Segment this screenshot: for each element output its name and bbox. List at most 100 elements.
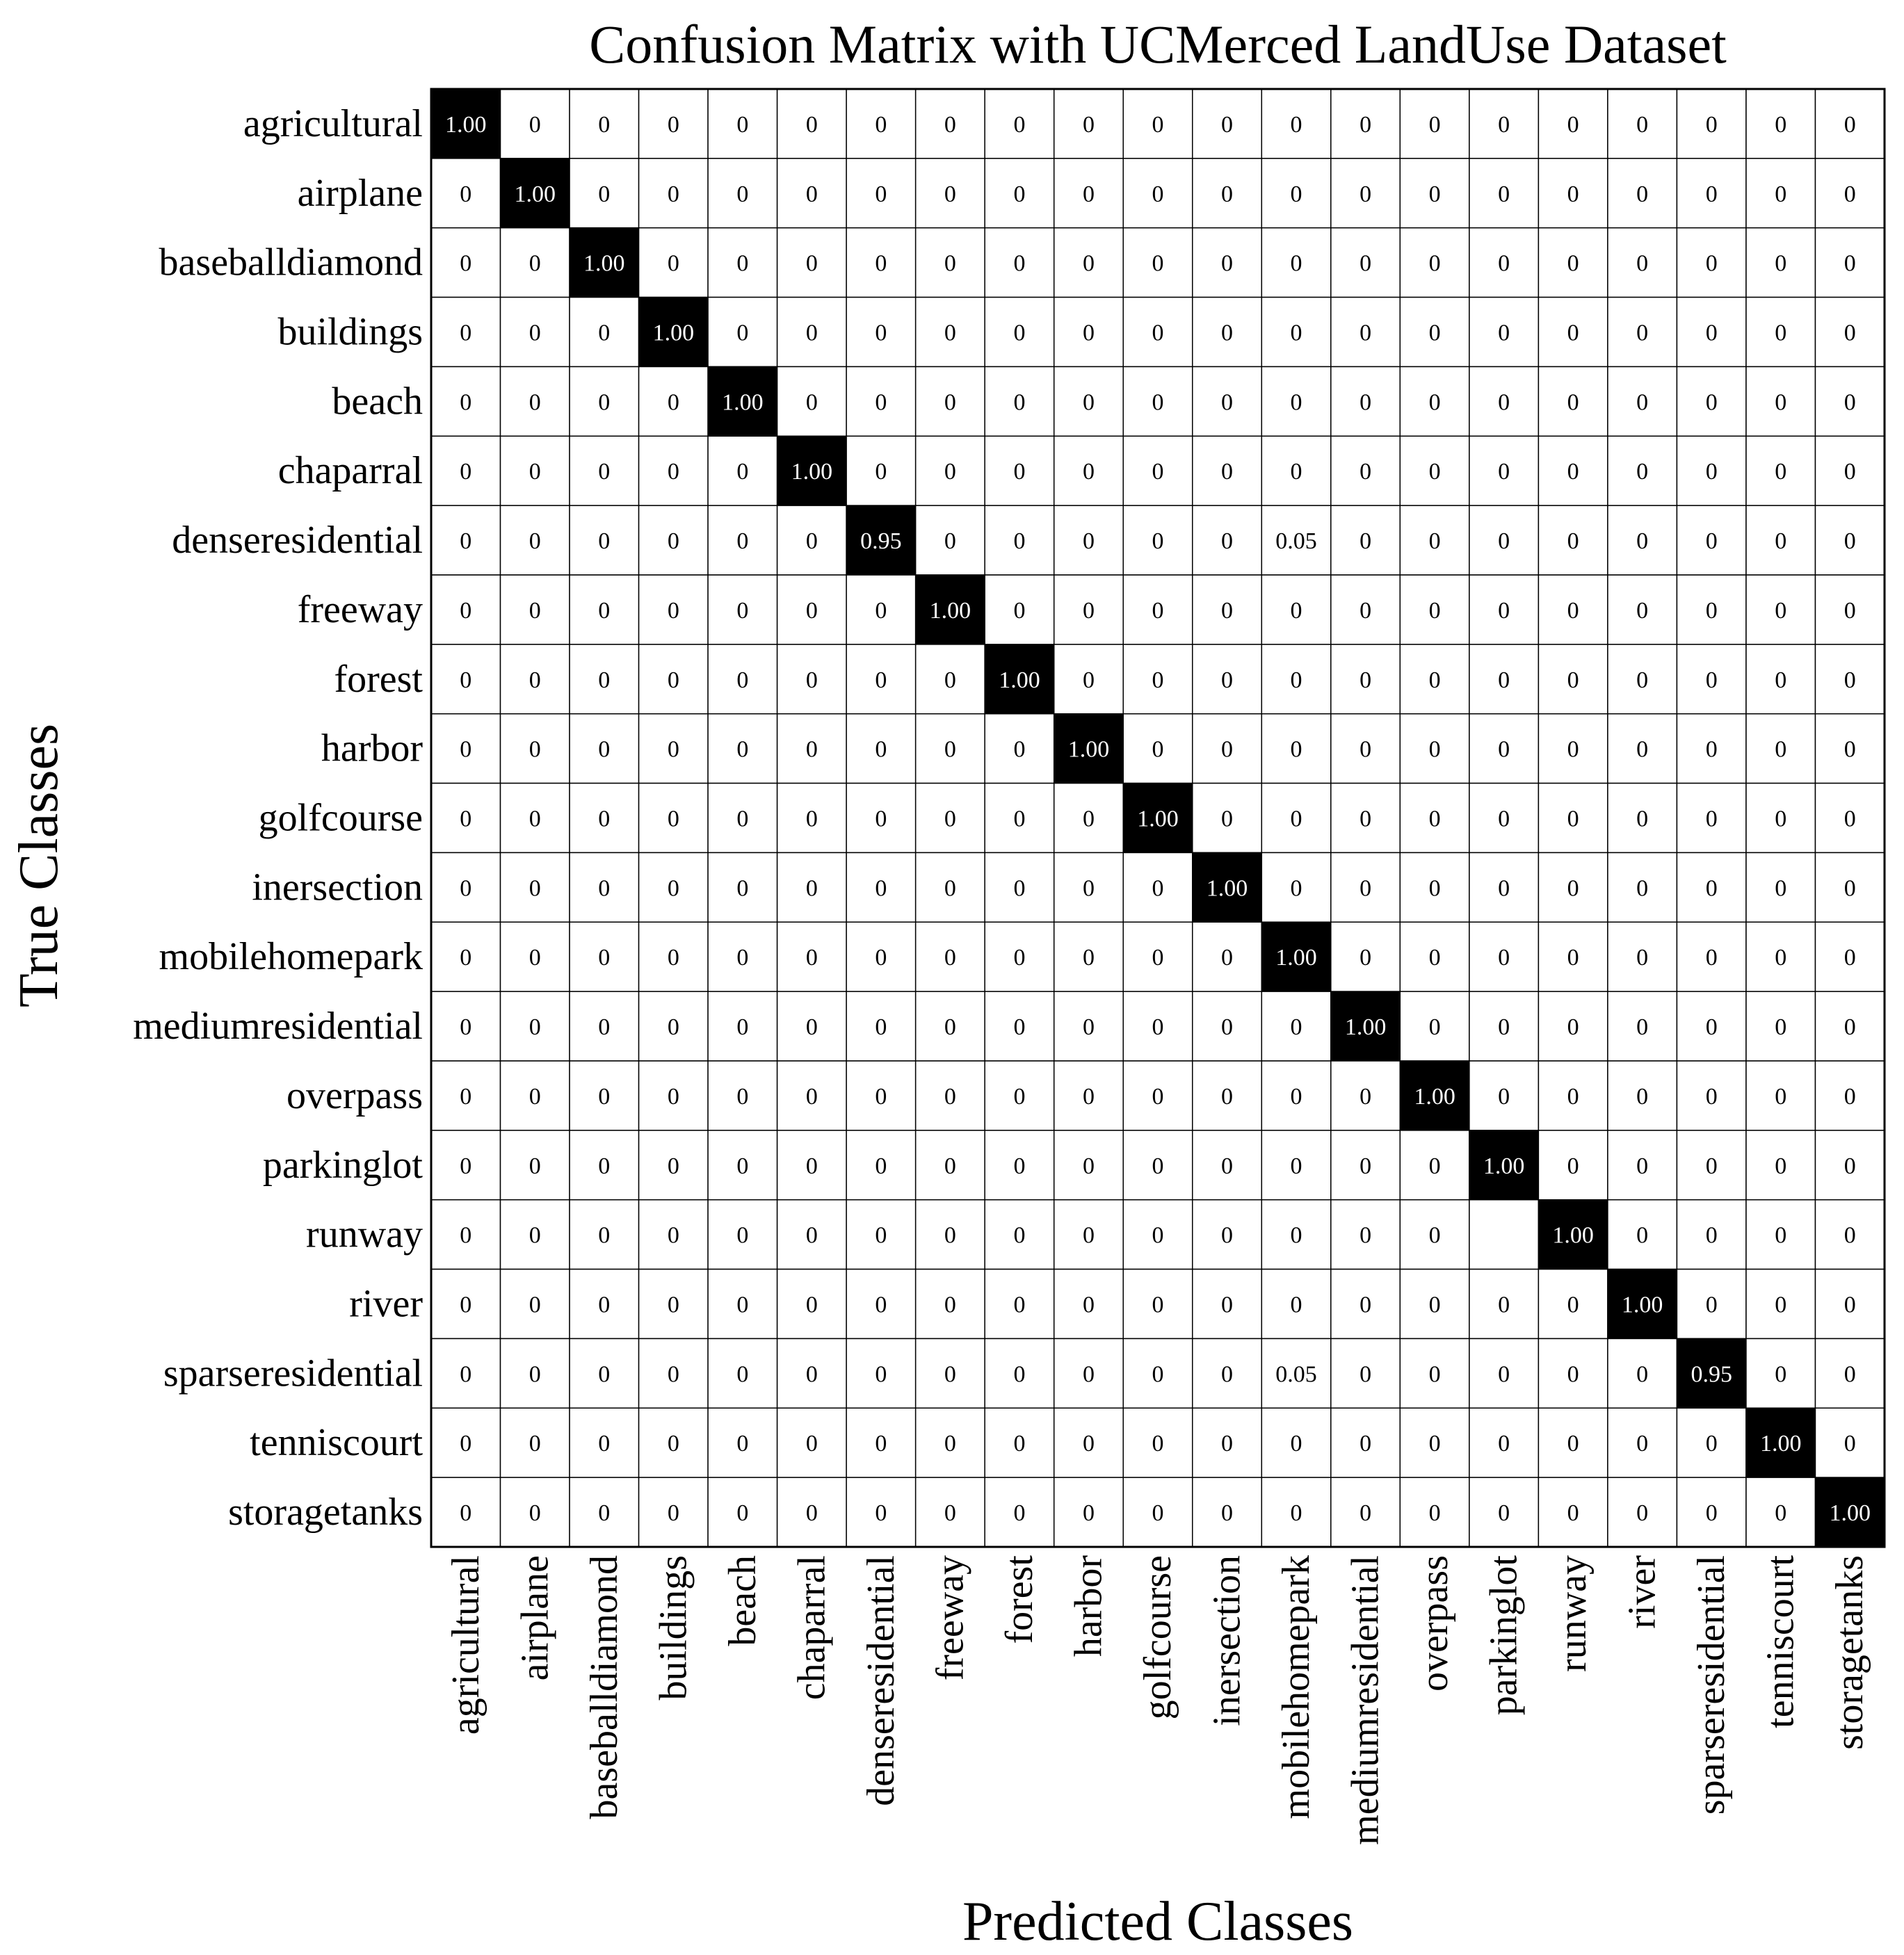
matrix-cell <box>1330 296 1401 368</box>
cell-value: 0 <box>598 875 610 901</box>
matrix-cell <box>846 158 917 229</box>
cell-value: 0 <box>668 1014 679 1040</box>
matrix-cell <box>776 1060 847 1131</box>
matrix-cell <box>1469 1477 1540 1548</box>
matrix-cell <box>776 1477 847 1548</box>
matrix-cell <box>1261 366 1332 437</box>
matrix-cell <box>846 435 917 506</box>
matrix-cell <box>1676 574 1747 645</box>
cell-value: 0 <box>1706 112 1718 138</box>
cell-value: 0 <box>736 251 748 277</box>
cell-value: 0 <box>1429 459 1441 485</box>
cell-value: 0 <box>529 806 541 832</box>
matrix-cell <box>1814 435 1885 506</box>
matrix-cell <box>914 1407 985 1478</box>
cell-value: 0 <box>1152 1153 1164 1179</box>
matrix-cell <box>1469 1338 1540 1409</box>
matrix-cell <box>1607 991 1678 1062</box>
cell-value: 0 <box>1636 945 1648 971</box>
matrix-cell <box>638 1268 709 1340</box>
cell-value: 0 <box>1152 667 1164 693</box>
cell-value: 0 <box>1360 875 1371 901</box>
matrix-cell <box>1330 366 1401 437</box>
cell-value: 0 <box>668 181 679 207</box>
cell-value: 0 <box>460 1014 471 1040</box>
matrix-cell <box>914 782 985 854</box>
cell-value: 0 <box>668 1292 679 1318</box>
cell-value: 0 <box>1775 459 1786 485</box>
cell-value: 0 <box>1083 1431 1095 1457</box>
column-label: mobilehomepark <box>1275 1555 1318 1819</box>
cell-value: 0 <box>1152 112 1164 138</box>
cell-value: 0 <box>944 737 956 763</box>
cell-value: 0 <box>1083 945 1095 971</box>
matrix-cell <box>1192 1477 1263 1548</box>
cell-value: 0 <box>668 389 679 415</box>
matrix-cell <box>1814 1338 1885 1409</box>
matrix-cell <box>569 1407 640 1478</box>
matrix-cell <box>1538 1407 1608 1478</box>
cell-value: 0 <box>1429 1014 1441 1040</box>
cell-value: 0 <box>668 459 679 485</box>
cell-value: 0 <box>875 1223 887 1249</box>
cell-value: 0 <box>1152 1500 1164 1526</box>
matrix-cell <box>1122 644 1193 715</box>
matrix-cell <box>1538 227 1608 298</box>
matrix-cell <box>1399 296 1470 368</box>
matrix-cell <box>638 852 709 923</box>
cell-value: 0 <box>1360 1084 1371 1110</box>
cell-value: 0 <box>1360 598 1371 624</box>
cell-value: 0 <box>1498 667 1510 693</box>
matrix-cell <box>1814 505 1885 576</box>
column-label: harbor <box>1067 1555 1110 1657</box>
matrix-cell <box>1399 158 1470 229</box>
cell-value: 0 <box>944 1223 956 1249</box>
cell-value: 0 <box>1429 598 1441 624</box>
cell-value: 1.00 <box>445 112 487 138</box>
cell-value: 0 <box>1706 459 1718 485</box>
matrix-cell <box>1676 1268 1747 1340</box>
matrix-cell <box>1607 1060 1678 1131</box>
cell-value: 0.05 <box>1275 528 1317 554</box>
matrix-cell <box>499 88 570 159</box>
column-label: sparseresidential <box>1690 1555 1733 1815</box>
cell-value: 0 <box>1706 667 1718 693</box>
cell-value: 0 <box>736 1361 748 1387</box>
matrix-cell <box>1192 921 1263 992</box>
column-label: agricultural <box>444 1555 487 1735</box>
matrix-cell <box>1330 1407 1401 1478</box>
matrix-cell <box>1745 296 1816 368</box>
matrix-cell <box>1538 1477 1608 1548</box>
matrix-cell <box>1745 1060 1816 1131</box>
matrix-cell <box>776 158 847 229</box>
matrix-cell <box>430 296 501 368</box>
matrix-cell <box>430 227 501 298</box>
matrix-cell <box>914 1477 985 1548</box>
cell-value: 0 <box>875 112 887 138</box>
cell-value: 0 <box>1013 389 1025 415</box>
column-label: river <box>1621 1555 1664 1629</box>
cell-value: 0 <box>1775 1292 1786 1318</box>
matrix-cell <box>569 921 640 992</box>
matrix-cell <box>1607 1338 1678 1409</box>
matrix-cell <box>707 1060 778 1131</box>
matrix-cell <box>1192 227 1263 298</box>
cell-value: 1.00 <box>1345 1014 1387 1040</box>
cell-value: 0 <box>1291 1153 1302 1179</box>
cell-value: 0 <box>875 1292 887 1318</box>
cell-value: 0 <box>806 1014 818 1040</box>
cell-value: 0 <box>1775 1361 1786 1387</box>
cell-value: 0 <box>1291 1014 1302 1040</box>
cell-value: 0 <box>1498 737 1510 763</box>
matrix-cell <box>984 1199 1055 1270</box>
cell-value: 0 <box>1221 251 1233 277</box>
cell-value: 0 <box>875 459 887 485</box>
cell-value: 0 <box>1775 112 1786 138</box>
cell-value: 0 <box>1360 806 1371 832</box>
matrix-cell <box>1676 505 1747 576</box>
cell-value: 0 <box>944 875 956 901</box>
matrix-cell <box>1676 1407 1747 1478</box>
cell-value: 0 <box>1498 875 1510 901</box>
matrix-cell <box>430 782 501 854</box>
matrix-cell <box>638 1199 709 1270</box>
